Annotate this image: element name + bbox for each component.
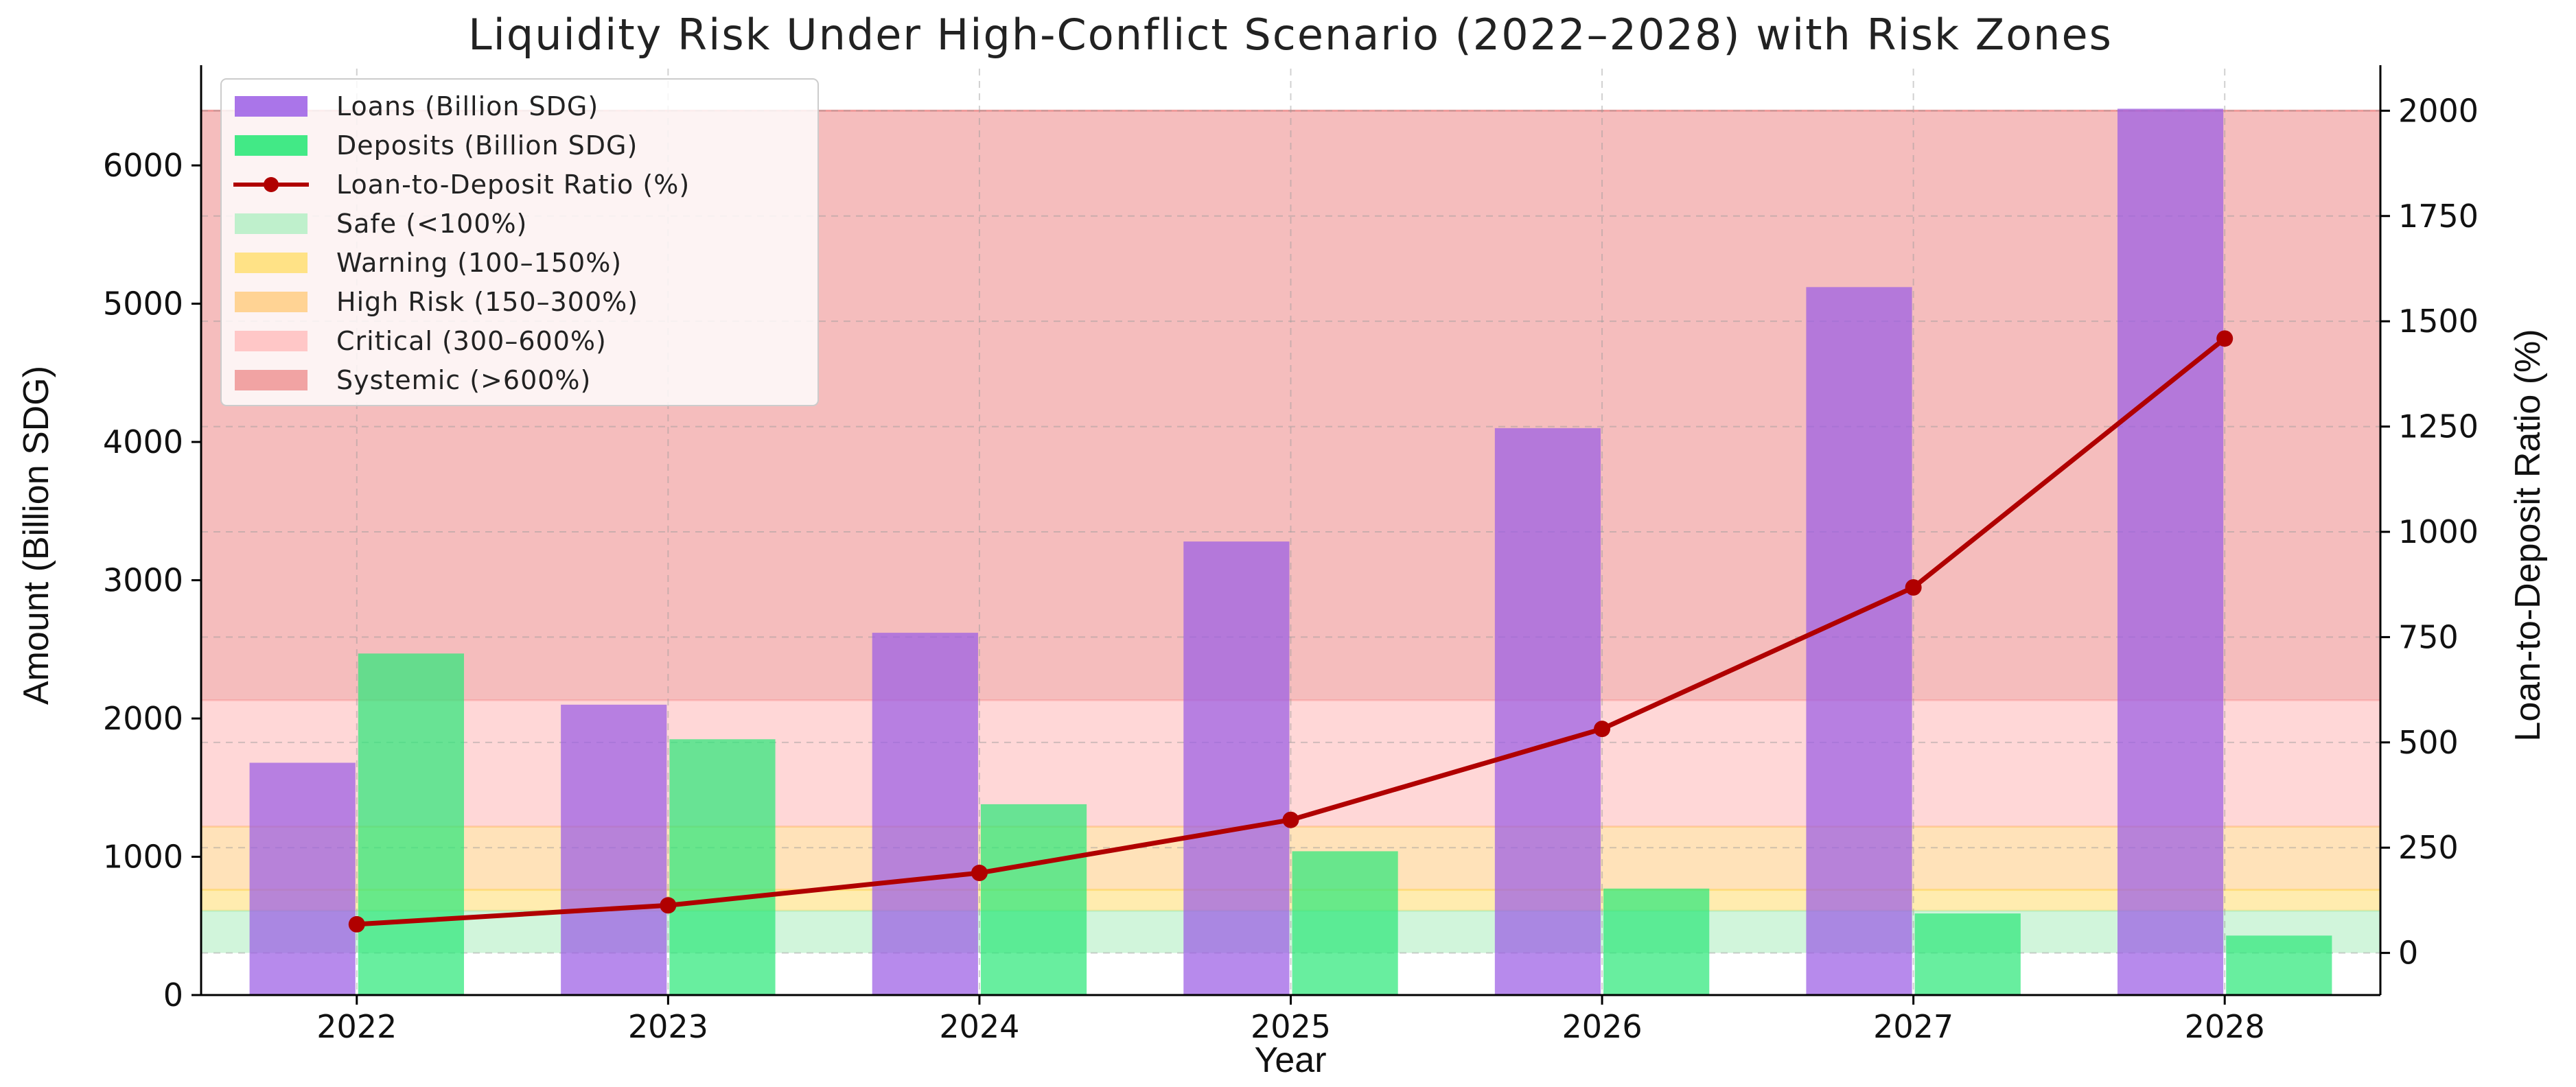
legend-swatch-7 (235, 370, 308, 390)
x-tick-label-1: 2023 (628, 1008, 708, 1045)
ratio-point-2024 (971, 865, 988, 882)
y2-tick-label-8: 2000 (2398, 92, 2479, 129)
y2-axis-label: Loan-to-Deposit Ratio (%) (2508, 329, 2548, 741)
bar-loans-2027 (1806, 287, 1912, 996)
ratio-point-2023 (660, 897, 677, 914)
legend-box (220, 78, 819, 406)
y-tick-label-1: 1000 (103, 839, 183, 876)
bar-loans-2026 (1494, 428, 1601, 995)
x-tick-label-3: 2025 (1251, 1008, 1331, 1045)
bar-loans-2023 (561, 704, 667, 995)
y-tick-label-5: 5000 (103, 285, 183, 323)
x-tick-label-5: 2027 (1873, 1008, 1953, 1045)
legend-swatch-5 (235, 292, 308, 312)
legend-label-4: Warning (100–150%) (336, 248, 622, 278)
bar-deposits-2023 (669, 739, 776, 995)
bar-loans-2028 (2117, 108, 2224, 995)
y2-tick-label-5: 1250 (2398, 408, 2479, 445)
y-tick-label-4: 4000 (103, 423, 183, 460)
y-tick-label-2: 2000 (103, 700, 183, 737)
bar-deposits-2025 (1292, 851, 1398, 995)
x-tick-label-0: 2022 (316, 1008, 397, 1045)
bar-deposits-2024 (980, 804, 1087, 995)
ratio-line-group (348, 330, 2233, 933)
legend-swatch-6 (235, 331, 308, 351)
legend-label-7: Systemic (>600%) (336, 365, 591, 395)
y2-tick-label-2: 500 (2398, 724, 2459, 761)
ratio-point-2022 (348, 915, 365, 933)
y2-tick-label-3: 750 (2398, 618, 2459, 655)
x-tick-label-6: 2028 (2185, 1008, 2265, 1045)
ratio-point-2028 (2216, 330, 2233, 347)
y2-tick-label-6: 1500 (2398, 303, 2479, 340)
bar-loans-2025 (1183, 541, 1290, 995)
chart-title: Liquidity Risk Under High-Conflict Scena… (468, 10, 2113, 60)
legend-label-0: Loans (Billion SDG) (336, 91, 599, 121)
x-tick-label-2: 2024 (939, 1008, 1019, 1045)
bar-deposits-2028 (2226, 935, 2332, 995)
legend-swatch-1 (235, 135, 308, 156)
y-tick-label-0: 0 (163, 977, 183, 1014)
x-tick-label-4: 2026 (1562, 1008, 1643, 1045)
bar-loans-2024 (872, 633, 978, 995)
bar-deposits-2026 (1603, 888, 1710, 995)
bar-deposits-2027 (1914, 913, 2021, 995)
ratio-point-2027 (1905, 579, 1922, 596)
y-tick-label-6: 6000 (103, 147, 183, 184)
y-tick-label-3: 3000 (103, 562, 183, 599)
legend-swatch-4 (235, 253, 308, 273)
ratio-point-2026 (1594, 721, 1611, 738)
legend-label-3: Safe (<100%) (336, 209, 527, 239)
legend-label-5: High Risk (150–300%) (336, 287, 638, 317)
bars-group (249, 108, 2332, 996)
legend-marker-2 (264, 177, 279, 192)
legend-swatch-3 (235, 213, 308, 234)
y2-tick-label-4: 1000 (2398, 513, 2479, 550)
bar-loans-2022 (249, 762, 356, 995)
y2-tick-label-0: 0 (2398, 935, 2418, 972)
legend-label-2: Loan-to-Deposit Ratio (%) (336, 170, 690, 200)
legend: Loans (Billion SDG) Deposits (Billion SDG… (220, 78, 819, 406)
bar-deposits-2022 (358, 653, 464, 995)
axes-group: 0 1000 2000 3000 4000 5000 6000 0 250 500 750 1000 1… (103, 65, 2479, 1045)
legend-label-6: Critical (300–600%) (336, 326, 607, 356)
y-axis-label: Amount (Billion SDG) (16, 366, 56, 705)
y2-tick-label-7: 1750 (2398, 198, 2479, 235)
y2-tick-label-1: 250 (2398, 829, 2459, 866)
ratio-point-2025 (1282, 811, 1299, 828)
legend-label-1: Deposits (Billion SDG) (336, 130, 638, 161)
legend-swatch-0 (235, 96, 308, 117)
x-axis-label: Year (1254, 1040, 1326, 1080)
